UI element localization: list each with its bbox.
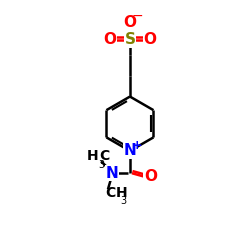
Text: C: C [105, 186, 115, 200]
Text: H: H [87, 150, 99, 164]
Text: O: O [144, 32, 157, 47]
Text: −: − [131, 9, 143, 23]
Text: C: C [99, 150, 109, 164]
Text: 3: 3 [121, 196, 127, 206]
Text: S: S [124, 32, 136, 47]
Text: O: O [124, 15, 136, 30]
Text: O: O [144, 170, 157, 184]
Text: N: N [106, 166, 118, 181]
Text: O: O [103, 32, 116, 47]
Text: 3: 3 [98, 160, 105, 170]
Text: +: + [132, 139, 142, 152]
Text: N: N [124, 144, 136, 158]
Text: H: H [116, 186, 128, 200]
